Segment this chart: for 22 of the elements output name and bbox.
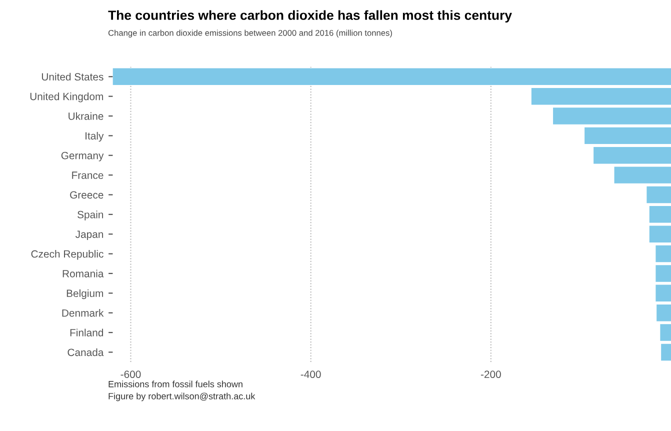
y-tick-label: France [72, 172, 104, 179]
y-tick-label: United Kingdom [30, 92, 104, 102]
x-tick-label: -400 [300, 370, 321, 378]
x-tick-label: -600 [120, 370, 141, 378]
text: Figure by robert.wilson@strath.ac.uk [108, 392, 256, 402]
chart-title: The countries where carbon dioxide has fallen most this century [108, 10, 512, 23]
y-tick-label: Finland [70, 328, 104, 336]
y-tick-label: Denmark [62, 309, 104, 317]
y-tick-label: Belgium [66, 289, 104, 300]
y-tick-label: Romania [62, 270, 104, 278]
text: Emissions from fossil fuels shown [108, 380, 242, 388]
y-tick-label: Italy [86, 132, 104, 142]
y-tick-label: Germany [61, 152, 104, 162]
y-tick-label: Spain [78, 210, 104, 220]
y-tick-label: Japan [75, 230, 104, 240]
y-tick-label: Canada [68, 348, 104, 356]
y-tick-label: United States [42, 72, 104, 81]
chart-subtitle: Change in carbon dioxide emissions between 2000 and 2016 (million tonnes) [108, 30, 392, 38]
y-tick-label: Ukraine [68, 112, 104, 120]
y-tick-label: Greece [70, 191, 104, 199]
y-tick-label: Czech Republic [31, 250, 104, 260]
x-tick-label: -200 [480, 370, 501, 378]
